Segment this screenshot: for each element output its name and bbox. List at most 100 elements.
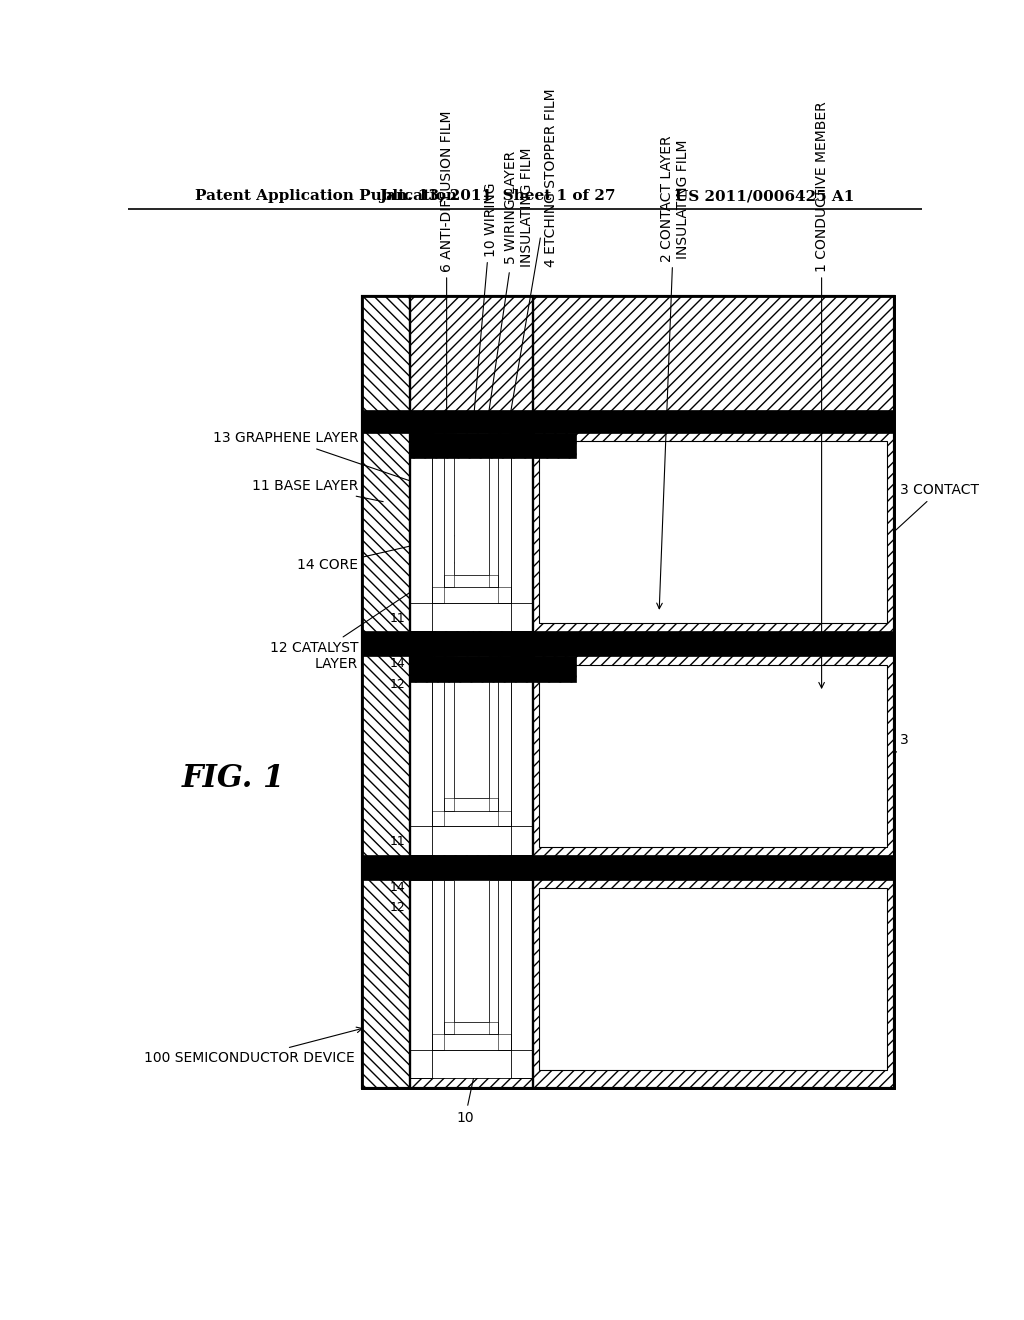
Bar xyxy=(444,656,454,810)
Bar xyxy=(488,880,499,1034)
Bar xyxy=(410,433,532,631)
Text: 4 ETCHING STOPPER FILM: 4 ETCHING STOPPER FILM xyxy=(470,88,558,640)
Bar xyxy=(432,587,511,602)
Bar xyxy=(454,656,488,799)
Text: 13: 13 xyxy=(390,861,406,874)
Bar xyxy=(488,433,499,587)
Bar xyxy=(532,296,894,1089)
Bar xyxy=(532,433,577,458)
Text: 3 CONTACT: 3 CONTACT xyxy=(896,483,979,531)
Text: 12: 12 xyxy=(390,902,406,915)
Bar xyxy=(499,880,511,1049)
Text: 6 ANTI-DIFFUSION FILM: 6 ANTI-DIFFUSION FILM xyxy=(439,111,454,417)
Text: 100 SEMICONDUCTOR DEVICE: 100 SEMICONDUCTOR DEVICE xyxy=(143,1027,362,1065)
Text: Jan. 13, 2011  Sheet 1 of 27: Jan. 13, 2011 Sheet 1 of 27 xyxy=(379,189,615,203)
Text: 10: 10 xyxy=(457,1064,478,1125)
Text: 12: 12 xyxy=(390,677,406,690)
Bar xyxy=(410,826,532,854)
Bar xyxy=(444,1022,499,1034)
Bar xyxy=(532,296,894,1089)
Bar xyxy=(499,433,511,602)
Text: 2 CONTACT LAYER
INSULATING FILM: 2 CONTACT LAYER INSULATING FILM xyxy=(656,136,690,609)
Text: 14 CORE: 14 CORE xyxy=(297,532,469,572)
Bar xyxy=(432,656,444,826)
Bar xyxy=(410,880,432,1078)
Bar xyxy=(432,880,444,1049)
Bar xyxy=(362,854,894,880)
Text: Patent Application Publication: Patent Application Publication xyxy=(196,189,458,203)
Text: FIG. 1: FIG. 1 xyxy=(182,763,286,793)
Bar xyxy=(432,1034,511,1049)
Bar xyxy=(499,656,511,826)
Bar xyxy=(532,656,577,682)
Text: 13: 13 xyxy=(390,638,406,649)
Bar xyxy=(432,433,444,602)
Bar xyxy=(410,1049,532,1078)
Bar xyxy=(488,656,499,810)
Bar xyxy=(539,664,888,846)
Text: 5 WIRING LAYER
INSULATING FILM: 5 WIRING LAYER INSULATING FILM xyxy=(470,148,534,528)
Bar xyxy=(539,441,888,623)
Bar xyxy=(488,656,499,810)
Bar xyxy=(410,296,532,1089)
Bar xyxy=(432,433,444,602)
Bar xyxy=(444,1022,499,1034)
Bar xyxy=(362,296,410,1089)
Bar xyxy=(444,880,454,1034)
Bar xyxy=(410,880,432,1078)
Bar xyxy=(488,880,499,1034)
Bar xyxy=(410,602,532,631)
Bar xyxy=(454,433,488,574)
Bar xyxy=(362,296,894,1089)
Bar xyxy=(410,1049,532,1078)
Bar xyxy=(410,296,532,1089)
Bar xyxy=(444,433,454,587)
Text: 13 GRAPHENE LAYER: 13 GRAPHENE LAYER xyxy=(213,432,429,487)
Bar xyxy=(410,602,532,631)
Bar xyxy=(410,826,532,854)
Bar xyxy=(454,880,488,1022)
Text: 3: 3 xyxy=(895,733,909,754)
Text: 14: 14 xyxy=(390,880,406,894)
Text: 12 CATALYST
LAYER: 12 CATALYST LAYER xyxy=(269,557,463,672)
Bar xyxy=(511,880,532,1078)
Text: 14: 14 xyxy=(390,657,406,671)
Bar xyxy=(511,433,532,631)
Bar xyxy=(410,433,432,631)
Bar xyxy=(511,880,532,1078)
Bar xyxy=(444,574,499,587)
Bar xyxy=(539,888,888,1071)
Bar xyxy=(432,1034,511,1049)
Bar xyxy=(511,656,532,854)
Bar xyxy=(432,810,511,826)
Bar xyxy=(410,656,432,854)
Bar xyxy=(410,656,532,682)
Text: US 2011/0006425 A1: US 2011/0006425 A1 xyxy=(675,189,854,203)
Text: 11: 11 xyxy=(390,836,406,849)
Text: 1 CONDUCTIVE MEMBER: 1 CONDUCTIVE MEMBER xyxy=(815,102,828,688)
Bar xyxy=(410,880,532,1078)
Bar xyxy=(532,296,894,1089)
Bar xyxy=(410,433,432,631)
Bar xyxy=(362,631,894,656)
Bar xyxy=(488,433,499,587)
Bar xyxy=(410,433,532,458)
Bar xyxy=(410,656,532,854)
Bar xyxy=(444,799,499,810)
Bar xyxy=(444,433,454,587)
Bar xyxy=(499,880,511,1049)
Bar xyxy=(432,656,444,826)
Text: 10 WIRING: 10 WIRING xyxy=(469,182,498,441)
Bar xyxy=(432,810,511,826)
Bar xyxy=(444,574,499,587)
Bar xyxy=(362,411,894,433)
Bar xyxy=(444,799,499,810)
Bar xyxy=(499,656,511,826)
Bar xyxy=(432,880,444,1049)
Bar xyxy=(410,296,532,1089)
Bar xyxy=(444,656,454,810)
Bar xyxy=(432,587,511,602)
Bar xyxy=(499,433,511,602)
Bar xyxy=(511,433,532,631)
Bar xyxy=(511,656,532,854)
